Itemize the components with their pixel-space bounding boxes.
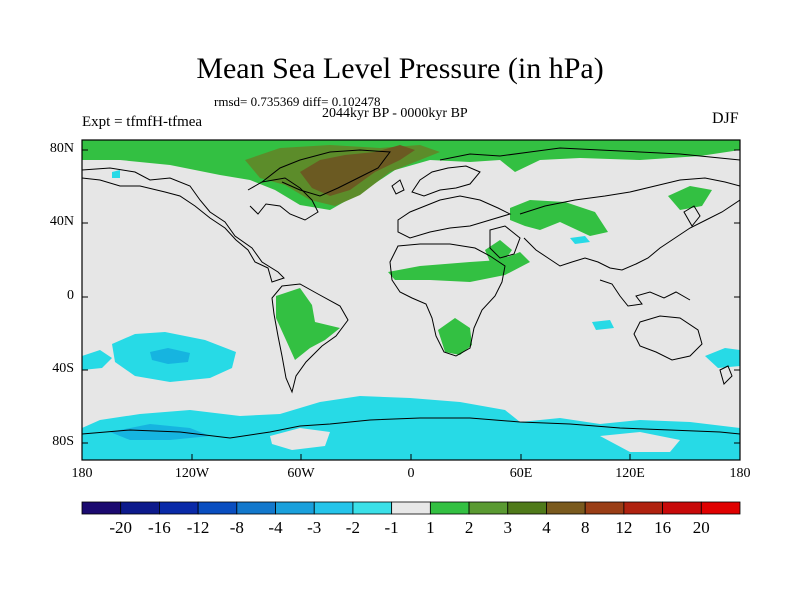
colorbar-swatch (120, 501, 160, 515)
experiment-label: Expt = tfmfH-tfmea (82, 114, 203, 130)
colorbar-swatch (236, 501, 276, 515)
southern-africa-positive-region (438, 318, 472, 355)
south-america-positive-region (276, 288, 340, 360)
colorbar-swatch (275, 501, 315, 515)
colorbar-swatch (700, 501, 741, 515)
lat-tick-label: 80S (52, 434, 74, 449)
colorbar-label: -20 (109, 518, 133, 537)
colorbar-label: -1 (384, 518, 399, 537)
colorbar-swatch (468, 501, 509, 515)
south-pacific-negative-core (150, 348, 190, 364)
colorbar-label: 4 (542, 518, 551, 537)
arctic-positive-region (82, 140, 740, 210)
north-pacific-negative-patch (112, 170, 120, 178)
lon-tick-label: 120E (615, 466, 645, 481)
coastlines (82, 147, 740, 439)
colorbar (81, 501, 741, 515)
colorbar-label: -4 (268, 518, 283, 537)
map-ticks (81, 149, 741, 460)
colorbar-label: -8 (229, 518, 244, 537)
lon-tick-label: 180 (71, 466, 93, 481)
page-title: Mean Sea Level Pressure (in hPa) (196, 52, 604, 85)
stats-label: rmsd= 0.735369 diff= 0.102478 (214, 94, 381, 109)
colorbar-label: 16 (654, 518, 672, 537)
antarctic-neutral-patch-east (600, 432, 680, 452)
colorbar-label: -16 (148, 518, 171, 537)
west-pacific-negative-patch (82, 350, 112, 370)
colorbar-swatch (584, 501, 625, 515)
colorbar-swatch (352, 501, 393, 515)
colorbar-swatch (429, 501, 470, 515)
antarctic-neutral-patch (270, 428, 330, 450)
lat-tick-label: 0 (67, 288, 74, 303)
colorbar-label: 1 (426, 518, 435, 537)
asia-negative-patch (570, 236, 590, 244)
colorbar-label: -12 (186, 518, 210, 537)
lat-tick-label: 80N (49, 141, 74, 156)
colorbar-label: 3 (503, 518, 513, 537)
lon-tick-label: 60W (287, 466, 315, 481)
colorbar-label: 8 (580, 518, 590, 537)
colorbar-label: -3 (307, 518, 322, 537)
colorbar-swatch (159, 501, 199, 515)
lon-tick-label: 180 (729, 466, 751, 481)
colorbar-swatch (197, 501, 238, 515)
southern-ocean-negative-region (82, 396, 740, 460)
colorbar-swatch (546, 501, 586, 515)
antarctic-negative-core (110, 424, 210, 440)
colorbar-swatch (81, 501, 122, 515)
colorbar-swatch (662, 501, 702, 515)
colorbar-swatch (507, 501, 547, 515)
colorbar-swatch (313, 501, 354, 515)
colorbar-label: -2 (345, 518, 360, 537)
east-siberia-positive-region (668, 186, 712, 210)
lat-tick-label: 40N (49, 214, 74, 229)
colorbar-label: 20 (692, 518, 710, 537)
lon-tick-label: 120W (174, 466, 210, 481)
east-australia-negative-patch (705, 348, 740, 368)
lat-tick-label: 40S (52, 361, 74, 376)
colorbar-swatch (623, 501, 663, 515)
colorbar-swatch (391, 501, 431, 515)
season-label: DJF (712, 110, 739, 127)
sahel-positive-region (388, 252, 530, 282)
indian-ocean-negative-patch (592, 320, 614, 330)
lon-tick-label: 0 (407, 466, 415, 481)
period-label: 2044kyr BP - 0000kyr BP (322, 106, 468, 121)
lon-tick-label: 60E (509, 466, 533, 481)
colorbar-label: 12 (615, 518, 633, 537)
colorbar-label: 2 (464, 518, 474, 537)
